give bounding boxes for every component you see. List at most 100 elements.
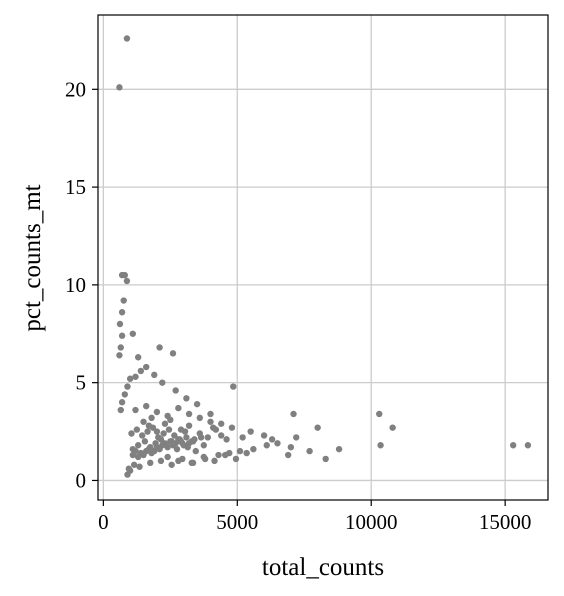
data-point (218, 432, 225, 439)
data-point (290, 410, 297, 418)
grid (98, 15, 548, 500)
data-point (197, 434, 205, 441)
data-point (223, 436, 230, 443)
data-point (247, 428, 254, 435)
data-point (117, 406, 124, 414)
data-point (153, 408, 161, 416)
data-point (123, 35, 131, 42)
data-point (215, 451, 222, 459)
data-point (180, 442, 187, 449)
data-point (133, 426, 141, 433)
data-point (160, 430, 167, 437)
data-point (118, 399, 126, 406)
data-point (151, 371, 158, 379)
data-point (185, 422, 193, 429)
data-point (143, 402, 150, 410)
data-point (144, 428, 151, 435)
data-point (159, 379, 166, 386)
y-tick-label: 0 (76, 468, 87, 492)
data-point (141, 438, 149, 445)
data-point (377, 442, 384, 449)
data-point (509, 442, 517, 449)
data-point (164, 412, 171, 420)
data-point (211, 457, 218, 465)
data-point (171, 432, 178, 439)
data-point (236, 447, 244, 455)
data-point (173, 445, 181, 453)
y-tick-label: 5 (76, 371, 87, 395)
data-point (155, 434, 162, 441)
data-point (239, 434, 246, 441)
data-point (116, 352, 123, 359)
data-points (116, 35, 532, 478)
data-point (524, 442, 532, 449)
data-point (149, 424, 157, 431)
data-point (132, 447, 139, 455)
data-point (376, 410, 383, 418)
data-point (123, 277, 131, 285)
x-axis-label: total_counts (262, 554, 384, 581)
data-point (138, 432, 146, 439)
data-point (130, 461, 138, 468)
data-point (116, 320, 124, 328)
data-point (207, 418, 214, 425)
data-point (118, 309, 126, 316)
data-point (164, 453, 171, 461)
data-point (136, 463, 143, 470)
data-point (230, 383, 237, 390)
data-point (218, 420, 225, 427)
data-point (137, 367, 145, 375)
data-point (287, 443, 295, 451)
data-point (172, 387, 179, 394)
data-point (132, 406, 139, 414)
data-point (250, 445, 257, 453)
y-tick-label: 15 (65, 175, 86, 199)
data-point (148, 414, 155, 422)
data-point (192, 447, 199, 455)
data-point (134, 354, 142, 361)
data-point (200, 453, 208, 461)
x-axis: 0 5000 10000 15000 (98, 500, 531, 534)
data-point (121, 391, 128, 398)
data-point (132, 373, 139, 380)
data-point (181, 428, 189, 435)
data-point (126, 467, 134, 474)
data-point (314, 424, 321, 431)
data-point (129, 330, 137, 337)
data-point (164, 443, 171, 451)
data-point (124, 383, 131, 390)
data-point (389, 424, 396, 431)
x-tick-label: 5000 (216, 510, 258, 534)
x-tick-label: 15000 (479, 510, 532, 534)
data-point (196, 414, 203, 422)
data-point (117, 344, 124, 351)
data-point (116, 84, 123, 91)
data-point (335, 445, 343, 453)
data-point (284, 451, 292, 459)
y-tick-label: 20 (65, 77, 86, 101)
data-point (243, 449, 250, 457)
data-point (260, 432, 268, 439)
data-point (134, 442, 142, 449)
data-point (161, 420, 169, 427)
data-point (293, 434, 300, 441)
data-point (140, 418, 147, 425)
data-point (126, 375, 134, 382)
data-point (204, 434, 212, 441)
data-point (121, 271, 128, 279)
data-point (306, 447, 313, 455)
data-point (143, 363, 150, 371)
data-point (168, 461, 175, 468)
data-point (120, 297, 127, 304)
data-point (232, 455, 240, 463)
y-tick-label: 10 (65, 273, 86, 297)
data-point (228, 424, 236, 431)
y-axis: 0 5 10 15 20 (65, 77, 98, 492)
data-point (179, 455, 186, 463)
data-point (274, 440, 281, 447)
y-axis-label: pct_counts_mt (19, 184, 46, 331)
data-point (268, 436, 276, 443)
x-tick-label: 0 (98, 510, 109, 534)
data-point (153, 428, 161, 435)
